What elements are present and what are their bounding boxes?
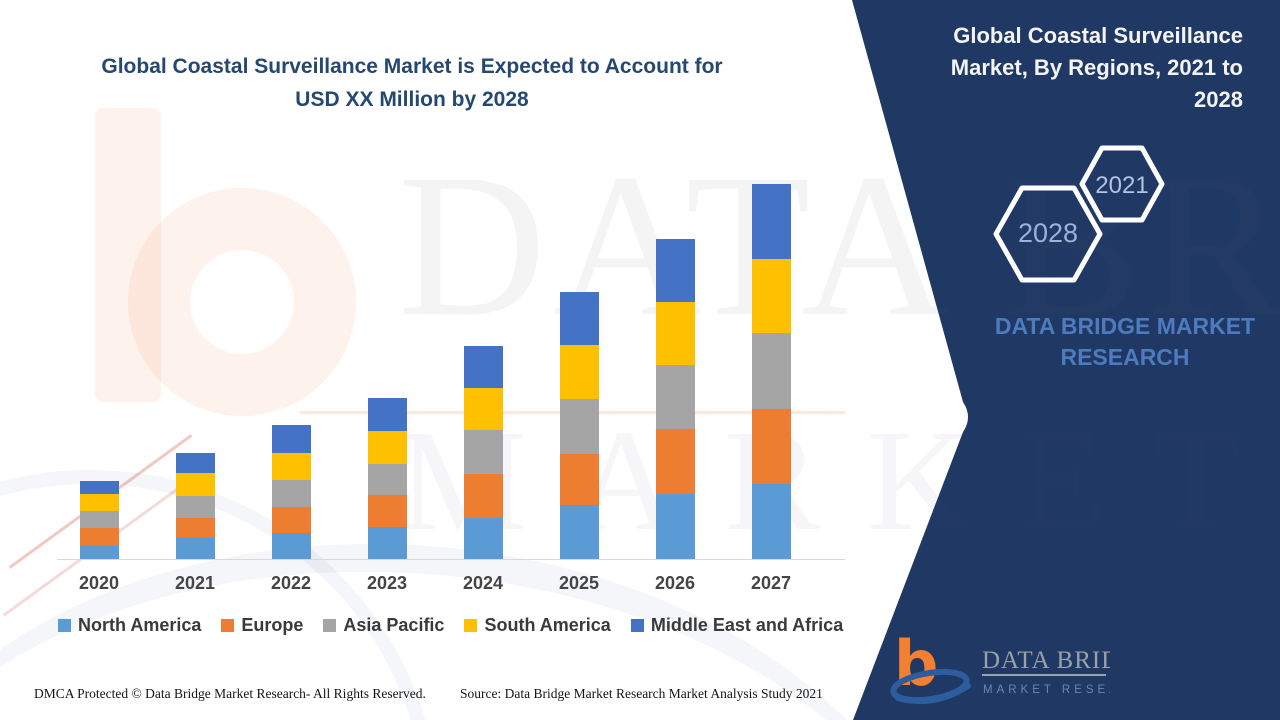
chart-title-line1: Global Coastal Surveillance Market is Ex…: [101, 55, 723, 78]
chart-title: Global Coastal Surveillance Market is Ex…: [52, 50, 772, 116]
segment-south-america-2020: [80, 494, 119, 511]
logo-monogram-b: b: [894, 630, 938, 700]
hexagon-2028-icon: [993, 185, 1103, 283]
segment-south-america-2025: [560, 345, 599, 399]
chart-title-line2: USD XX Million by 2028: [295, 88, 529, 111]
segment-middle-east-and-africa-2027: [752, 184, 791, 259]
segment-north-america-2021: [176, 538, 215, 559]
x-axis-label-2020: 2020: [78, 573, 120, 593]
x-axis-label-2024: 2024: [462, 573, 504, 593]
legend-label: Europe: [241, 615, 304, 635]
copyright-text: DMCA Protected © Data Bridge Market Rese…: [34, 686, 426, 701]
segment-middle-east-and-africa-2024: [464, 346, 503, 388]
legend-item-north-america: North America: [58, 615, 201, 636]
bar-2027: [752, 184, 791, 559]
segment-asia-pacific-2020: [80, 511, 119, 528]
bar-2023: [368, 398, 407, 559]
segment-north-america-2023: [368, 527, 407, 559]
legend-item-south-america: South America: [464, 615, 611, 636]
data-bridge-logo: b DATA BRIDGE MARKET RESEARCH: [890, 630, 1110, 705]
legend-item-middle-east-and-africa: Middle East and Africa: [630, 615, 844, 636]
legend-label: Middle East and Africa: [650, 615, 844, 635]
segment-middle-east-and-africa-2026: [656, 239, 695, 302]
segment-north-america-2027: [752, 484, 791, 559]
brand-wordmark: DATA BRIDGE MARKET RESEARCH: [960, 311, 1280, 373]
logo-tagline: MARKET RESEARCH: [983, 684, 1110, 696]
segment-south-america-2024: [464, 388, 503, 430]
logo-swoosh-icon: [895, 683, 971, 705]
segment-south-america-2021: [176, 473, 215, 496]
segment-south-america-2026: [656, 302, 695, 365]
source-text: Source: Data Bridge Market Research Mark…: [460, 686, 823, 701]
legend-item-asia-pacific: Asia Pacific: [323, 615, 444, 636]
segment-middle-east-and-africa-2020: [80, 481, 119, 494]
segment-north-america-2025: [560, 505, 599, 559]
segment-north-america-2026: [656, 494, 695, 559]
x-axis-label-2021: 2021: [174, 573, 216, 593]
bar-2022: [272, 425, 311, 559]
x-axis-label-2022: 2022: [270, 573, 312, 593]
segment-europe-2020: [80, 528, 119, 546]
hexagon-2021-icon: [1079, 145, 1165, 223]
segment-north-america-2022: [272, 533, 311, 559]
hexagon-2021-label: 2021: [1095, 172, 1148, 199]
brand-wordmark-line2: RESEARCH: [1060, 344, 1190, 370]
hexagon-2028-label: 2028: [1018, 218, 1078, 248]
x-axis-label-2023: 2023: [366, 573, 408, 593]
segment-europe-2025: [560, 454, 599, 505]
segment-asia-pacific-2021: [176, 496, 215, 518]
segment-asia-pacific-2026: [656, 365, 695, 429]
bar-2026: [656, 239, 695, 559]
legend-label: South America: [484, 615, 611, 635]
legend-marker-europe: [221, 619, 235, 632]
legend-marker-north-america: [58, 619, 71, 632]
segment-europe-2024: [464, 474, 503, 518]
segment-europe-2022: [272, 507, 311, 533]
legend-marker-south-america: [464, 619, 478, 632]
segment-middle-east-and-africa-2021: [176, 453, 215, 473]
segment-middle-east-and-africa-2023: [368, 398, 407, 431]
x-axis-label-2027: 2027: [750, 573, 792, 593]
logo-name: DATA BRIDGE: [982, 647, 1110, 674]
segment-europe-2026: [656, 429, 695, 494]
segment-middle-east-and-africa-2022: [272, 425, 311, 453]
bar-chart: [61, 180, 821, 559]
bar-2025: [560, 292, 599, 559]
legend-marker-asia-pacific: [323, 619, 337, 632]
brand-wordmark-line1: DATA BRIDGE MARKET: [994, 313, 1256, 339]
side-panel-title: Global Coastal Surveillance Market, By R…: [923, 20, 1243, 116]
legend-label: North America: [78, 615, 202, 635]
segment-north-america-2020: [80, 546, 119, 559]
bar-2024: [464, 346, 503, 559]
bar-2020: [80, 481, 119, 559]
segment-europe-2027: [752, 409, 791, 484]
legend: North America Europe Asia Pacific South Ame…: [58, 615, 843, 636]
segment-middle-east-and-africa-2025: [560, 292, 599, 345]
segment-south-america-2027: [752, 259, 791, 333]
legend-label: Asia Pacific: [343, 615, 445, 635]
x-axis-line: [57, 559, 845, 560]
x-axis-label-2026: 2026: [654, 573, 696, 593]
legend-marker-middle-east-and-africa: [630, 619, 644, 632]
segment-asia-pacific-2027: [752, 333, 791, 409]
side-panel-title-line1: Global Coastal Surveillance: [953, 23, 1243, 48]
segment-europe-2023: [368, 495, 407, 527]
legend-item-europe: Europe: [221, 615, 303, 636]
segment-asia-pacific-2022: [272, 480, 311, 507]
segment-europe-2021: [176, 518, 215, 538]
segment-asia-pacific-2025: [560, 399, 599, 454]
segment-asia-pacific-2023: [368, 464, 407, 495]
segment-south-america-2023: [368, 431, 407, 464]
x-axis-label-2025: 2025: [558, 573, 600, 593]
bar-2021: [176, 453, 215, 559]
side-panel-title-line2: Market, By Regions, 2021 to: [950, 55, 1243, 80]
segment-south-america-2022: [272, 453, 311, 480]
segment-north-america-2024: [464, 518, 503, 559]
segment-asia-pacific-2024: [464, 430, 503, 474]
side-panel-title-line3: 2028: [1194, 87, 1243, 112]
year-hexagons: 2028 2021: [993, 145, 1165, 283]
